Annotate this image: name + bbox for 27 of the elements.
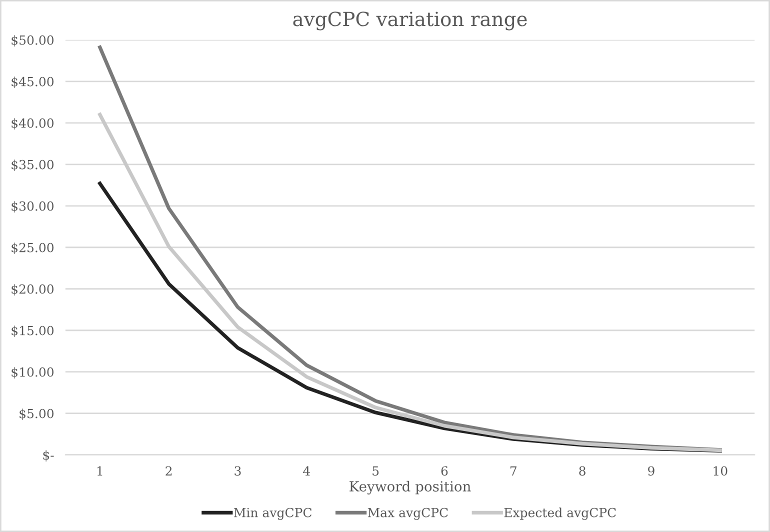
y-tick-label: $30.00 — [12, 201, 54, 212]
y-tick-label: $10.00 — [12, 367, 54, 378]
x-tick-label: 9 — [648, 466, 654, 476]
x-axis-title: Keyword position — [350, 480, 471, 494]
legend-label: Max avgCPC — [368, 508, 448, 520]
x-tick-label: 7 — [510, 466, 516, 476]
x-tick-label: 10 — [714, 466, 728, 476]
y-tick-label: $20.00 — [12, 284, 54, 296]
x-tick-label: 1 — [97, 466, 102, 476]
legend-label: Min avgCPC — [234, 508, 312, 520]
line-series — [98, 112, 722, 452]
chart-title: avgCPC variation range — [293, 12, 527, 30]
y-tick-label: $25.00 — [12, 242, 54, 254]
x-tick-label: 8 — [579, 466, 586, 476]
legend-label: Expected avgCPC — [504, 508, 616, 520]
x-tick-label: 5 — [372, 466, 379, 476]
y-tick-label: $45.00 — [12, 76, 54, 88]
y-tick-label: $40.00 — [12, 118, 54, 130]
y-tick-label: $- — [43, 450, 54, 462]
x-tick-label: 4 — [303, 466, 310, 476]
y-tick-label: $35.00 — [12, 160, 54, 171]
y-tick-label: $5.00 — [20, 408, 54, 420]
x-tick-label: 2 — [166, 466, 172, 476]
x-tick-label: 3 — [234, 466, 241, 476]
x-tick-label: 6 — [441, 466, 448, 476]
y-tick-label: $15.00 — [12, 326, 54, 337]
y-tick-label: $50.00 — [12, 35, 54, 46]
